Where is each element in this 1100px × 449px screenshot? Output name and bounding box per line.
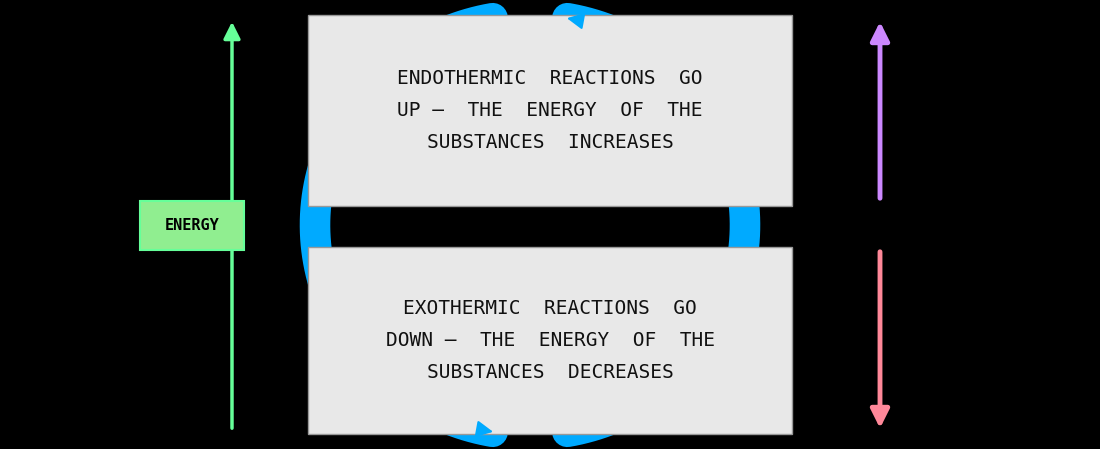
Text: ENDOTHERMIC  REACTIONS  GO
UP –  THE  ENERGY  OF  THE
SUBSTANCES  INCREASES: ENDOTHERMIC REACTIONS GO UP – THE ENERGY… <box>397 69 703 153</box>
FancyBboxPatch shape <box>140 201 244 250</box>
FancyBboxPatch shape <box>308 247 792 434</box>
Text: EXOTHERMIC  REACTIONS  GO
DOWN –  THE  ENERGY  OF  THE
SUBSTANCES  DECREASES: EXOTHERMIC REACTIONS GO DOWN – THE ENERG… <box>385 299 715 383</box>
Text: ENERGY: ENERGY <box>165 217 219 233</box>
FancyBboxPatch shape <box>308 15 792 206</box>
